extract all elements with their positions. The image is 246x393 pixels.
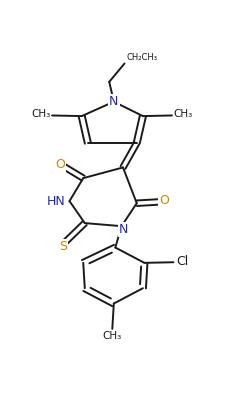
Text: CH₃: CH₃: [173, 109, 193, 119]
Text: O: O: [55, 158, 65, 171]
Text: N: N: [109, 95, 119, 108]
Text: S: S: [59, 241, 67, 253]
Text: HN: HN: [46, 195, 65, 208]
Text: CH₂CH₃: CH₂CH₃: [126, 53, 157, 62]
Text: CH₃: CH₃: [103, 331, 122, 342]
Text: O: O: [159, 194, 169, 207]
Text: Cl: Cl: [176, 255, 188, 268]
Text: CH₃: CH₃: [31, 109, 50, 119]
Text: N: N: [119, 223, 129, 236]
